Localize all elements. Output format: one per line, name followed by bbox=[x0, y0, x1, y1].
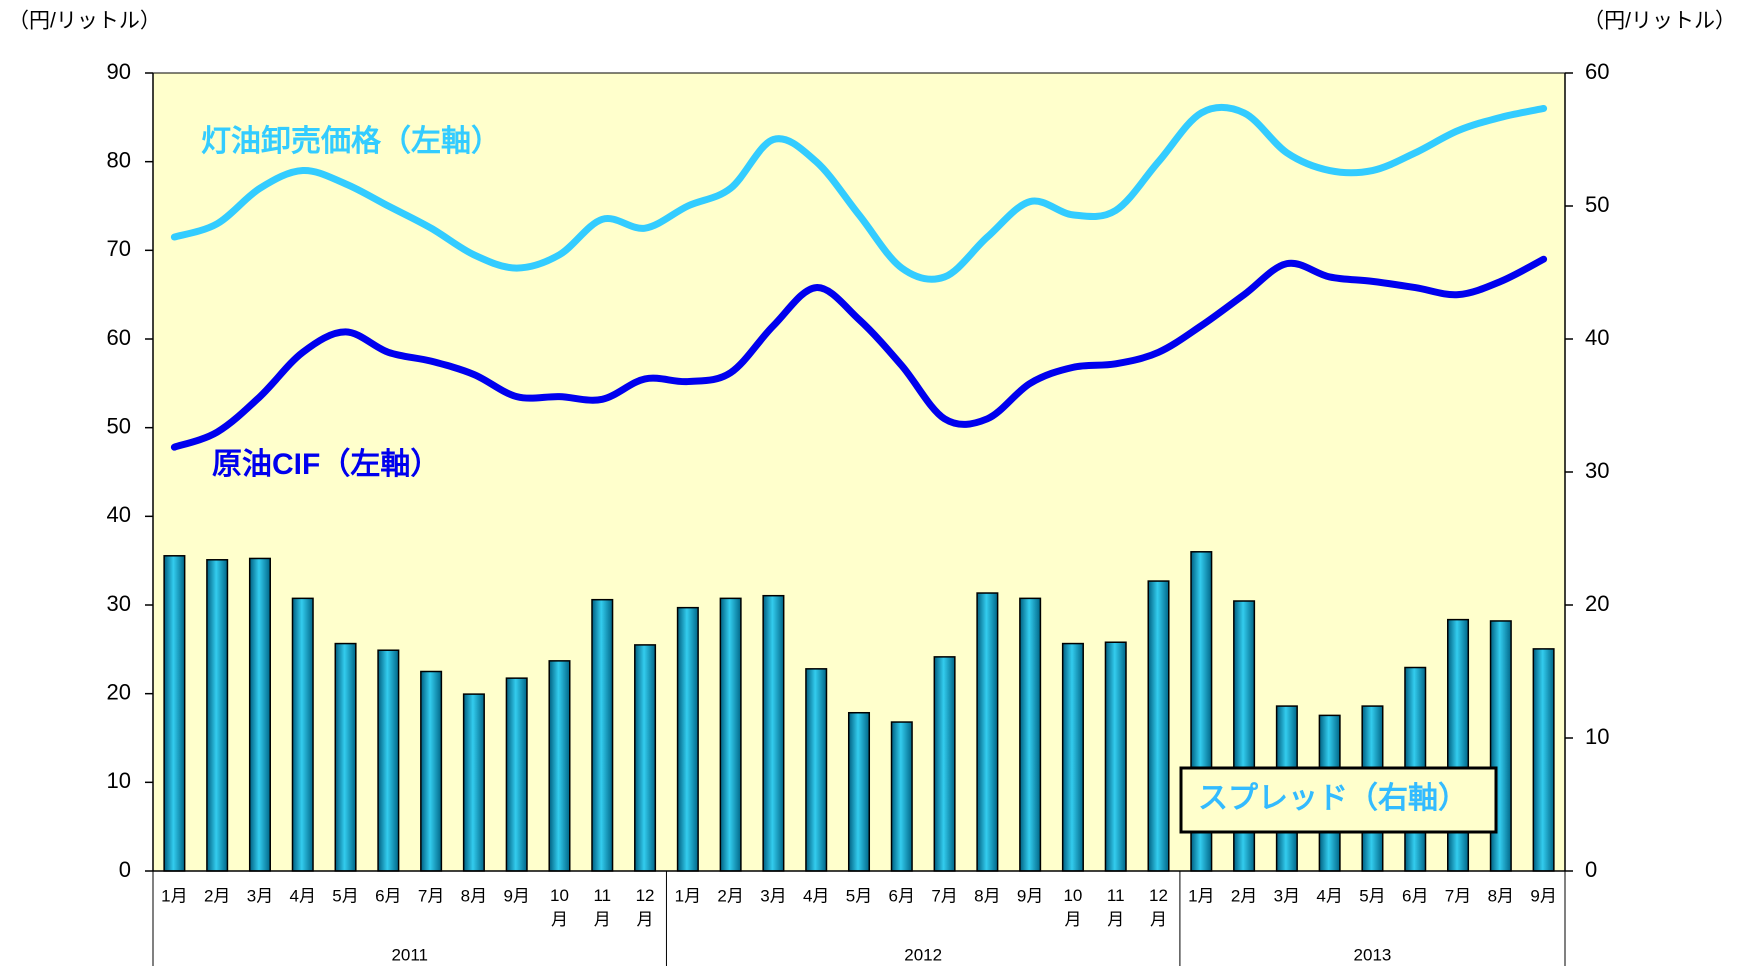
x-tick-label: 2月 bbox=[717, 886, 743, 905]
bar bbox=[805, 668, 828, 872]
bar bbox=[847, 711, 871, 872]
x-tick-label: 3月 bbox=[1274, 886, 1300, 905]
y-tick-label: 10 bbox=[107, 768, 131, 793]
y-tick-label: 80 bbox=[107, 147, 131, 172]
y-tick-label: 0 bbox=[119, 857, 131, 882]
x-tick-label: 6月 bbox=[375, 886, 401, 905]
bar bbox=[1104, 641, 1127, 872]
x-tick-label: 12 月 bbox=[1149, 886, 1168, 929]
y-tick-label: 40 bbox=[107, 502, 131, 527]
bar bbox=[462, 693, 485, 872]
line bbox=[170, 255, 1548, 451]
y2-tick-label: 30 bbox=[1585, 458, 1609, 483]
x-tick-label: 6月 bbox=[1402, 886, 1428, 905]
y-tick-label: 70 bbox=[107, 236, 131, 261]
x-tick-label: 3月 bbox=[760, 886, 786, 905]
line bbox=[170, 103, 1548, 283]
bar bbox=[719, 597, 742, 872]
bar bbox=[377, 649, 400, 872]
x-tick-label: 5月 bbox=[846, 886, 872, 905]
x-tick-label: 9月 bbox=[503, 886, 529, 905]
bar bbox=[248, 557, 271, 872]
x-tick-label: 1月 bbox=[675, 886, 701, 905]
y-axis-label: （円/リットル） bbox=[8, 10, 161, 33]
x-tick-label: 6月 bbox=[889, 886, 915, 905]
bar bbox=[1532, 648, 1555, 872]
x-tick-label: 8月 bbox=[974, 886, 1000, 905]
group-label: 2012 bbox=[904, 945, 942, 964]
x-tick-label: 2月 bbox=[204, 886, 230, 905]
series-label-box bbox=[1179, 766, 1498, 834]
bar bbox=[591, 598, 614, 872]
x-tick-label: 12 月 bbox=[636, 886, 655, 929]
bar bbox=[1019, 597, 1042, 872]
y-tick-label: 30 bbox=[107, 591, 131, 616]
bar bbox=[334, 642, 357, 872]
x-tick-label: 8月 bbox=[1488, 886, 1514, 905]
x-tick-label: 1月 bbox=[161, 886, 187, 905]
bar bbox=[890, 721, 913, 872]
x-tick-label: 4月 bbox=[290, 886, 316, 905]
bar bbox=[505, 677, 528, 872]
bar bbox=[163, 555, 186, 872]
x-tick-label: 7月 bbox=[931, 886, 957, 905]
x-tick-label: 3月 bbox=[247, 886, 273, 905]
x-tick-label: 5月 bbox=[1359, 886, 1385, 905]
x-tick-label: 10 月 bbox=[550, 886, 569, 929]
x-tick-label: 5月 bbox=[332, 886, 358, 905]
y2-tick-label: 40 bbox=[1585, 325, 1609, 350]
y2-tick-label: 0 bbox=[1585, 857, 1597, 882]
group-label: 2013 bbox=[1354, 945, 1392, 964]
series-label: 灯油卸売価格（左軸） bbox=[201, 124, 501, 158]
bar bbox=[1147, 580, 1170, 872]
bar bbox=[976, 592, 999, 872]
bar bbox=[206, 559, 229, 872]
y2-tick-label: 20 bbox=[1585, 591, 1609, 616]
x-tick-label: 4月 bbox=[803, 886, 829, 905]
x-tick-label: 9月 bbox=[1530, 886, 1556, 905]
bar bbox=[420, 670, 443, 872]
y2-tick-label: 60 bbox=[1585, 59, 1609, 84]
bar bbox=[291, 597, 314, 872]
x-tick-label: 11 月 bbox=[1107, 886, 1125, 929]
bar bbox=[1061, 642, 1084, 872]
y2-axis-label: （円/リットル） bbox=[1583, 10, 1736, 33]
y-tick-label: 50 bbox=[107, 413, 131, 438]
y-tick-label: 90 bbox=[107, 59, 131, 84]
x-tick-label: 7月 bbox=[418, 886, 444, 905]
y-tick-label: 60 bbox=[107, 325, 131, 350]
x-tick-label: 9月 bbox=[1017, 886, 1043, 905]
bar bbox=[634, 644, 657, 872]
bar bbox=[762, 594, 785, 872]
series-label: スプレッド（右軸） bbox=[1198, 781, 1468, 815]
x-tick-label: 10 月 bbox=[1063, 886, 1082, 929]
y-tick-label: 20 bbox=[107, 679, 131, 704]
bar bbox=[676, 606, 699, 872]
x-tick-label: 2月 bbox=[1231, 886, 1257, 905]
x-tick-label: 8月 bbox=[461, 886, 487, 905]
bar bbox=[933, 656, 956, 872]
x-tick-label: 7月 bbox=[1445, 886, 1471, 905]
x-tick-label: 1月 bbox=[1188, 886, 1214, 905]
x-tick-label: 11 月 bbox=[593, 886, 611, 929]
x-tick-label: 4月 bbox=[1316, 886, 1342, 905]
series-label: 原油CIF（左軸） bbox=[212, 447, 440, 481]
y2-tick-label: 50 bbox=[1585, 192, 1609, 217]
bar bbox=[548, 660, 571, 872]
y2-tick-label: 10 bbox=[1585, 724, 1609, 749]
group-label: 2011 bbox=[391, 945, 428, 964]
